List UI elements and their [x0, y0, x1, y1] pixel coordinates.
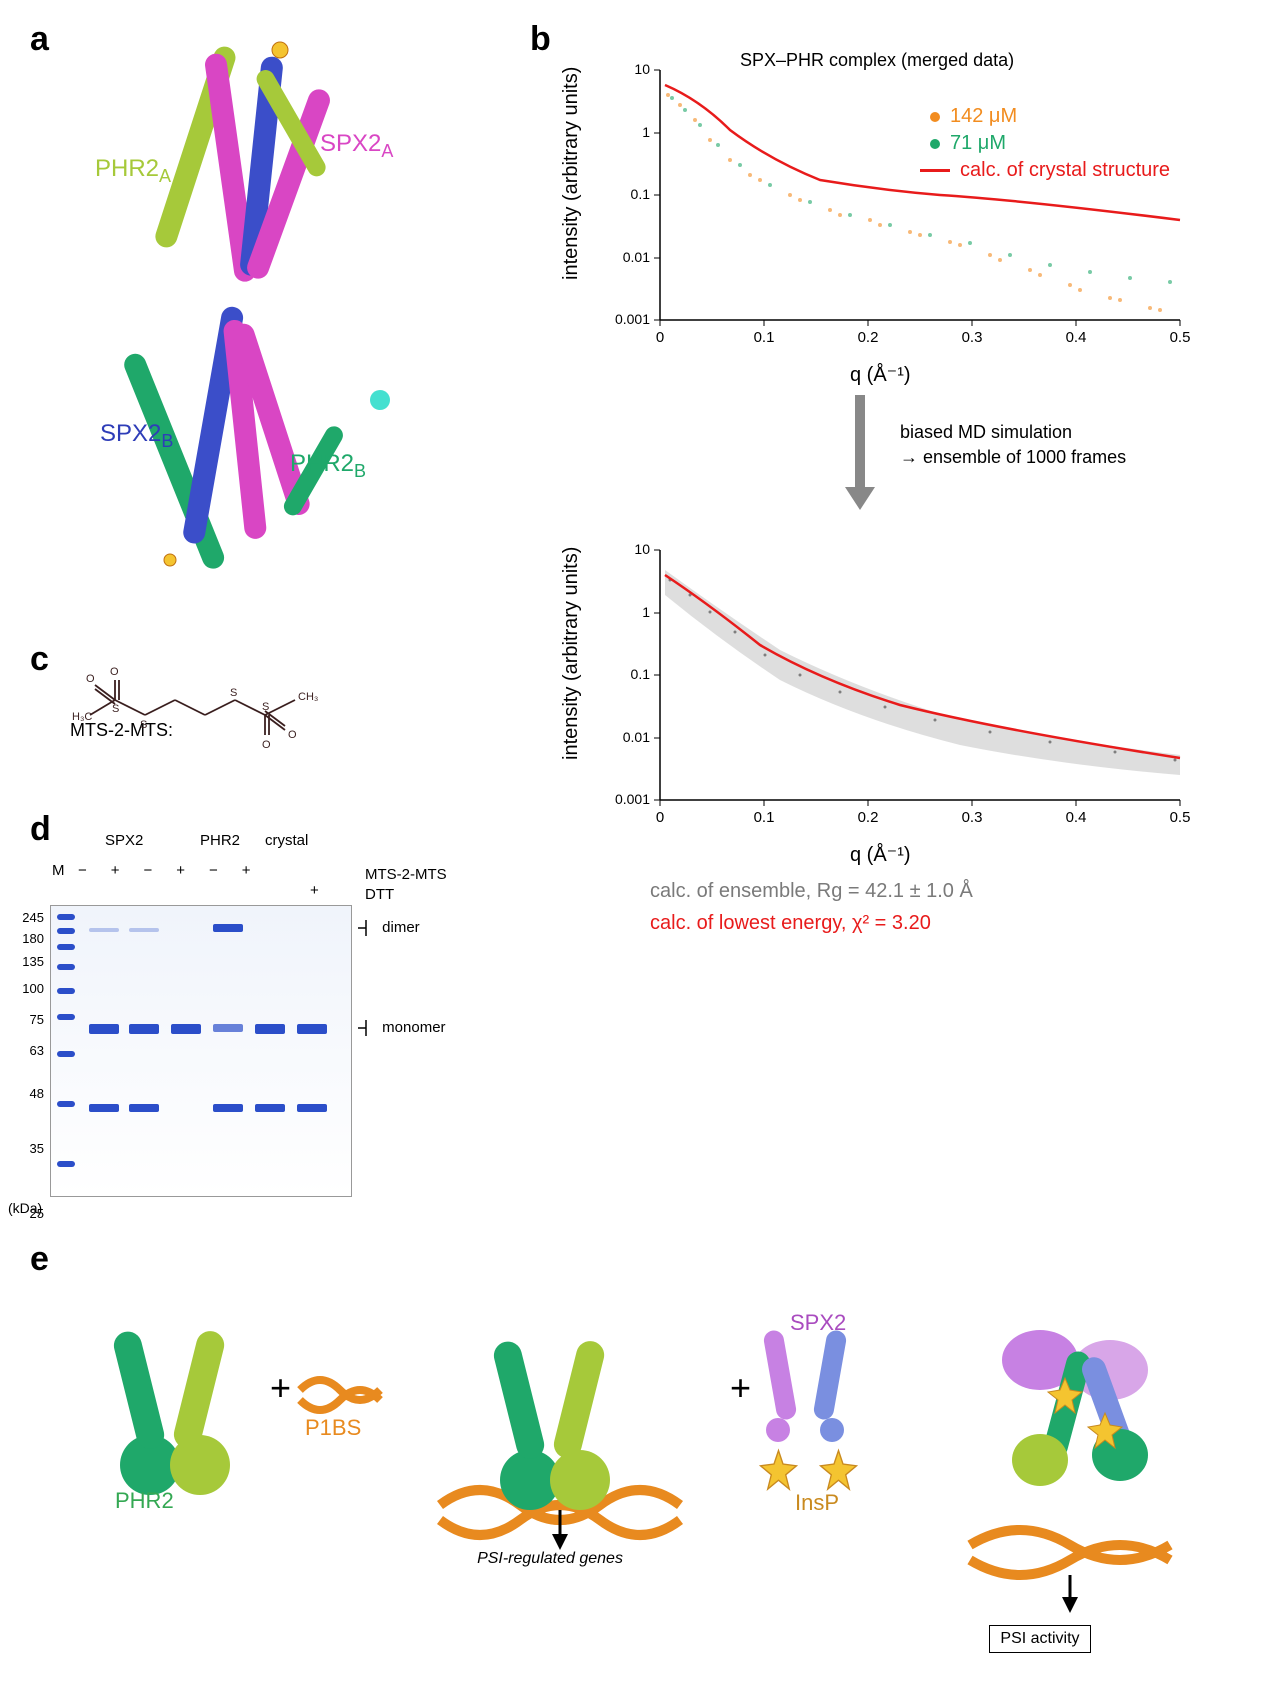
svg-text:0.1: 0.1 [754, 329, 775, 346]
chem-structure: H₃C O O S S S S O O CH₃ [70, 660, 330, 775]
svg-text:O: O [262, 739, 271, 751]
gel-lane-M: M [52, 862, 65, 879]
gel-header-phr: PHR2 [200, 832, 240, 849]
panel-label-c: c [30, 640, 49, 679]
svg-text:0.4: 0.4 [1066, 809, 1087, 826]
legend-71-text: 71 μM [950, 132, 1006, 155]
svg-text:1: 1 [642, 124, 650, 140]
annot-lowest: calc. of lowest energy, χ² = 3.20 [650, 912, 931, 935]
gel-row1-label: MTS-2-MTS [365, 866, 447, 883]
legend-dot-green [930, 139, 940, 149]
legend-dot-orange [930, 112, 940, 122]
panel-label-e: e [30, 1240, 49, 1279]
gel-row2-vals: + [310, 882, 319, 899]
chart-b-top-title: SPX–PHR complex (merged data) [740, 50, 1014, 71]
label-spx2b: SPX2B [100, 420, 173, 452]
xlabel-top: q (Å⁻¹) [850, 362, 911, 387]
legend-line-red [920, 169, 950, 172]
svg-text:0.4: 0.4 [1066, 329, 1087, 346]
label-phr2a-sub: A [159, 166, 171, 186]
svg-text:1: 1 [642, 604, 650, 620]
panel-label-d: d [30, 810, 51, 849]
panel-label-a: a [30, 20, 49, 59]
panel-e-area: + + [60, 1280, 1220, 1660]
arrow-down-icon [840, 395, 880, 515]
panel-b-top-chart: 0 0.1 0.2 0.3 0.4 0.5 0.001 0.01 0.1 1 1… [600, 60, 1200, 380]
svg-text:S: S [262, 701, 269, 713]
svg-text:0.2: 0.2 [858, 329, 879, 346]
svg-text:S: S [112, 703, 119, 715]
svg-text:0.01: 0.01 [623, 249, 650, 265]
gel-row2-label: DTT [365, 886, 394, 903]
svg-text:0.2: 0.2 [858, 809, 879, 826]
svg-text:H₃C: H₃C [72, 711, 92, 723]
kda-unit: (kDa) [8, 1200, 42, 1216]
svg-text:CH₃: CH₃ [298, 691, 318, 703]
label-phr2a: PHR2A [95, 155, 171, 187]
ylabel-top: intensity (arbitrary units) [560, 67, 583, 280]
svg-text:0.001: 0.001 [615, 791, 650, 807]
svg-text:+: + [270, 1367, 291, 1408]
svg-text:0: 0 [656, 809, 664, 826]
svg-text:0.001: 0.001 [615, 311, 650, 327]
gel-row1-vals: −+−+−+ [78, 862, 275, 879]
label-phr2b: PHR2B [290, 450, 366, 482]
caption-psi-activity: PSI activity [970, 1625, 1110, 1653]
svg-text:0.3: 0.3 [962, 809, 983, 826]
label-phr2b-sub: B [354, 461, 366, 481]
svg-text:10: 10 [634, 61, 650, 77]
gel-header-crystal: crystal [265, 832, 308, 849]
monomer-label: monomer [358, 1018, 496, 1038]
panel-label-b: b [530, 20, 551, 59]
between-text: biased MD simulation→ ensemble of 1000 f… [900, 420, 1126, 470]
svg-text:0.1: 0.1 [631, 186, 651, 202]
legend-calc-text: calc. of crystal structure [960, 159, 1170, 182]
svg-text:S: S [230, 687, 237, 699]
annot-ensemble: calc. of ensemble, Rg = 42.1 ± 1.0 Å [650, 880, 973, 903]
panel-b-lower-chart: 0 0.1 0.2 0.3 0.4 0.5 0.001 0.01 0.1 1 1… [600, 540, 1200, 860]
gel-image [50, 905, 352, 1197]
svg-text:0.01: 0.01 [623, 729, 650, 745]
svg-text:0.5: 0.5 [1170, 329, 1191, 346]
legend-calc: calc. of crystal structure [920, 159, 1170, 182]
legend-142-text: 142 μM [950, 105, 1017, 128]
svg-text:S: S [140, 719, 147, 731]
svg-text:0.1: 0.1 [754, 809, 775, 826]
label-spx2a: SPX2A [320, 130, 393, 162]
gel-header-spx: SPX2 [105, 832, 143, 849]
xlabel-lower: q (Å⁻¹) [850, 842, 911, 867]
label-spx2-e: SPX2 [790, 1310, 846, 1336]
mw-labels: 245 180 135 100 75 63 48 35 25 [12, 905, 44, 1220]
label-spx2a-text: SPX2 [320, 130, 381, 157]
arrow-down-psi [548, 1510, 572, 1555]
legend-142: 142 μM [930, 105, 1017, 128]
svg-text:0: 0 [656, 329, 664, 346]
svg-text:0.3: 0.3 [962, 329, 983, 346]
label-phr2b-text: PHR2 [290, 450, 354, 477]
label-insp-e: InsP [795, 1490, 839, 1516]
svg-text:O: O [288, 729, 297, 741]
panel-a-structure [70, 40, 490, 600]
label-p1bs-e: P1BS [305, 1415, 361, 1441]
svg-text:10: 10 [634, 541, 650, 557]
label-spx2b-text: SPX2 [100, 420, 161, 447]
svg-text:0.5: 0.5 [1170, 809, 1191, 826]
label-phr2-e: PHR2 [115, 1488, 174, 1514]
svg-text:+: + [730, 1367, 751, 1408]
label-phr2a-text: PHR2 [95, 155, 159, 182]
dimer-label: dimer [358, 918, 470, 938]
svg-text:O: O [110, 666, 119, 678]
legend-71: 71 μM [930, 132, 1006, 155]
label-spx2b-sub: B [161, 431, 173, 451]
svg-text:O: O [86, 673, 95, 685]
ylabel-lower: intensity (arbitrary units) [560, 547, 583, 760]
label-spx2a-sub: A [381, 141, 393, 161]
svg-text:0.1: 0.1 [631, 666, 651, 682]
